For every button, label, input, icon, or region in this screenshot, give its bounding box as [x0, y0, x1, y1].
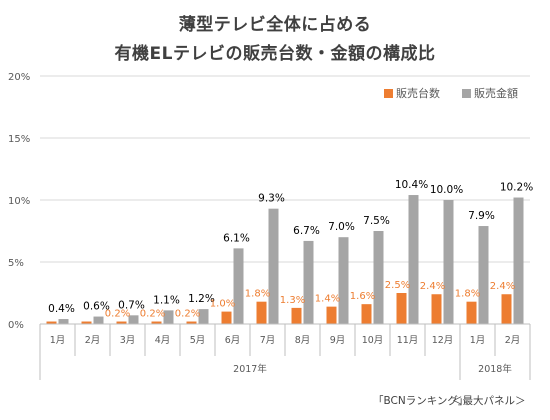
legend-item-amount: 販売金額 [462, 85, 518, 101]
bar-amount [163, 310, 174, 324]
bar-units [291, 307, 302, 324]
bar-amount [233, 248, 244, 324]
bar-amount [443, 200, 454, 324]
x-tick-label: 4月 [155, 335, 171, 346]
bar-amount [93, 316, 104, 324]
data-label-units: 1.3% [280, 295, 305, 306]
data-label-amount: 10.2% [500, 182, 533, 194]
data-label-units: 2.5% [385, 280, 410, 291]
bar-amount [128, 315, 139, 324]
data-label-amount: 10.4% [395, 179, 428, 191]
legend-swatch-amount [462, 88, 471, 98]
x-tick-label: 6月 [225, 335, 241, 346]
data-label-amount: 6.1% [223, 232, 250, 244]
data-label-units: 1.8% [455, 289, 480, 300]
y-tick-label: 0% [8, 320, 24, 331]
data-label-amount: 7.9% [468, 210, 495, 222]
data-label-units: 0.2% [175, 309, 200, 320]
x-tick-label: 1月 [50, 335, 66, 346]
data-label-units: 0.2% [105, 309, 130, 320]
y-tick-label: 15% [8, 134, 30, 145]
x-group-label: 2018年 [478, 363, 512, 375]
data-label-amount: 7.0% [328, 221, 355, 233]
x-tick-label: 2月 [505, 335, 521, 346]
bar-amount [408, 195, 419, 324]
bar-units [186, 321, 197, 324]
panel-note: ＜最大パネル＞ [452, 395, 526, 407]
data-label-amount: 10.0% [430, 184, 463, 196]
x-tick-label: 7月 [260, 335, 276, 346]
legend-label-units: 販売台数 [396, 87, 440, 100]
bar-amount [58, 319, 69, 324]
source-credit: 「BCNランキング」 [373, 395, 469, 407]
data-label-amount: 6.7% [293, 225, 320, 237]
bar-amount [513, 197, 524, 324]
x-tick-label: 9月 [330, 335, 346, 346]
y-tick-label: 20% [8, 72, 30, 83]
bar-units [81, 321, 92, 324]
bar-units [46, 321, 57, 324]
bar-units [431, 294, 442, 324]
bar-units [221, 311, 232, 324]
data-label-units: 2.4% [490, 281, 515, 292]
data-label-amount: 0.4% [48, 303, 75, 315]
bar-units [116, 321, 127, 324]
x-tick-label: 8月 [295, 335, 311, 346]
data-label-units: 1.0% [210, 299, 235, 310]
data-label-units: 0.2% [140, 309, 165, 320]
y-tick-label: 10% [8, 196, 30, 207]
data-label-amount: 0.7% [118, 299, 145, 311]
data-label-amount: 1.2% [188, 293, 215, 305]
bar-amount [268, 208, 279, 324]
bar-amount [303, 240, 314, 324]
bar-amount [373, 231, 384, 324]
bar-units [326, 306, 337, 324]
y-tick-label: 5% [8, 258, 24, 269]
bar-units [256, 301, 267, 324]
x-tick-label: 10月 [362, 335, 384, 346]
x-tick-label: 1月 [470, 335, 486, 346]
legend-label-amount: 販売金額 [474, 87, 518, 100]
data-label-units: 1.4% [315, 294, 340, 305]
bar-units [396, 293, 407, 324]
data-label-units: 1.8% [245, 289, 270, 300]
legend-swatch-units [384, 88, 393, 98]
x-tick-label: 11月 [397, 335, 419, 346]
bar-units [466, 301, 477, 324]
data-label-units: 2.4% [420, 281, 445, 292]
data-label-units: 1.6% [350, 291, 375, 302]
x-tick-label: 3月 [120, 335, 136, 346]
legend-item-units: 販売台数 [384, 85, 440, 101]
data-label-amount: 7.5% [363, 215, 390, 227]
bar-units [361, 304, 372, 324]
x-tick-label: 5月 [190, 335, 206, 346]
data-label-amount: 1.1% [153, 294, 180, 306]
bar-units [151, 321, 162, 324]
chart-title-line2: 有機ELテレビの販売台数・金額の構成比 [114, 44, 436, 64]
data-label-amount: 0.6% [83, 301, 110, 313]
bar-amount [478, 226, 489, 324]
x-tick-label: 2月 [85, 335, 101, 346]
bar-amount [338, 237, 349, 324]
chart-title-line1: 薄型テレビ全体に占める [178, 15, 372, 35]
x-group-label: 2017年 [233, 363, 267, 375]
data-label-amount: 9.3% [258, 193, 285, 205]
bar-amount [198, 309, 209, 324]
bar-units [501, 294, 512, 324]
x-tick-label: 12月 [432, 335, 454, 346]
